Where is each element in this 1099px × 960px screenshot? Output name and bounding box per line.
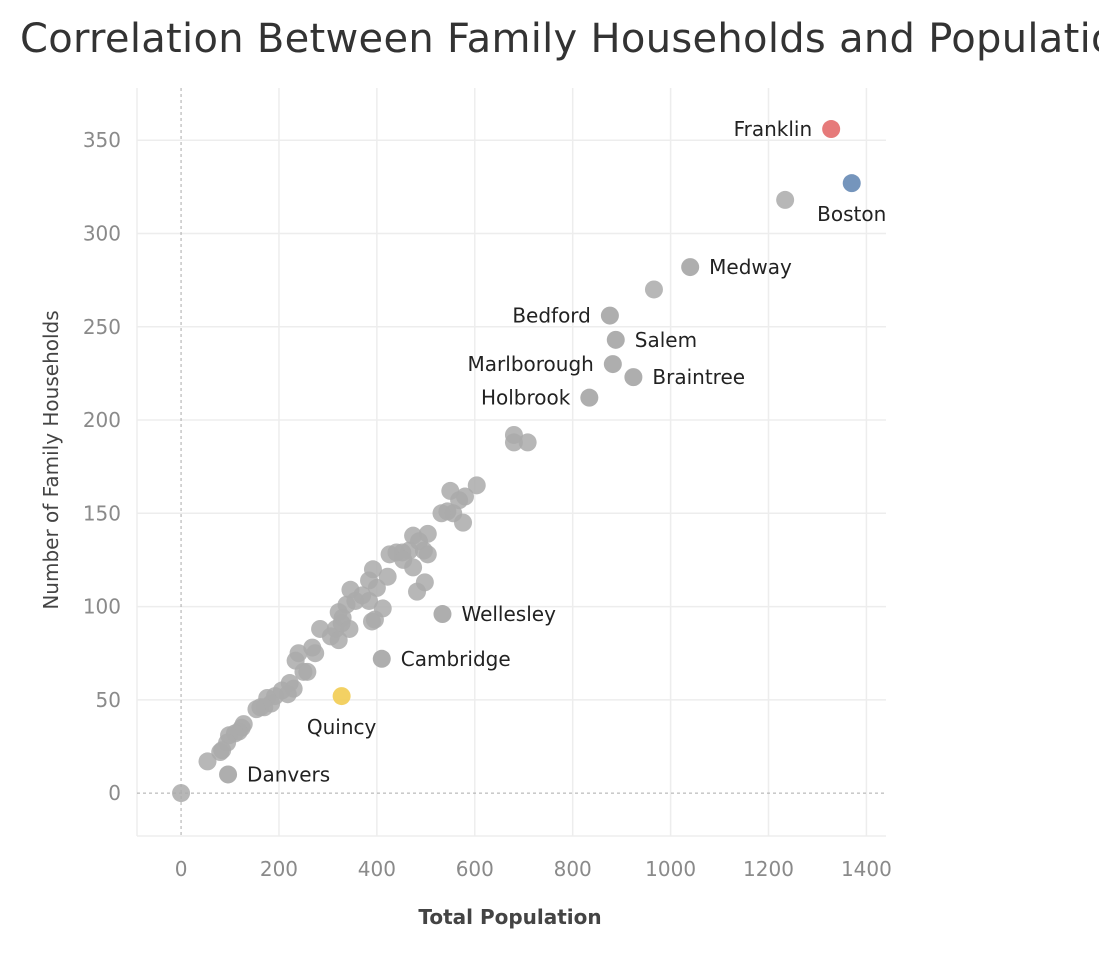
- point-label: Bedford: [512, 304, 591, 328]
- data-point-quincy: [332, 687, 351, 706]
- data-point: [329, 631, 348, 650]
- data-point: [504, 433, 523, 452]
- data-point: [211, 743, 230, 762]
- data-point: [432, 504, 451, 523]
- point-label: Medway: [709, 255, 792, 279]
- y-tick-label: 300: [83, 221, 121, 245]
- point-label: Cambridge: [401, 647, 511, 671]
- x-tick-label: 400: [358, 857, 396, 881]
- y-tick-label: 0: [108, 781, 121, 805]
- data-point-holbrook: [580, 388, 599, 407]
- data-point-wellesley: [433, 605, 452, 624]
- point-label: Holbrook: [481, 386, 571, 410]
- y-tick-label: 50: [96, 688, 121, 712]
- data-point: [365, 610, 384, 629]
- x-tick-label: 0: [175, 857, 188, 881]
- y-tick-label: 200: [83, 408, 121, 432]
- data-point: [518, 433, 537, 452]
- axis-layer: 0 200 400 600 800 1000 1200 1400 0 50 100 150 200 250…: [83, 88, 892, 881]
- point-label: Boston: [817, 202, 886, 226]
- data-point: [454, 513, 473, 532]
- data-point-salem: [606, 330, 625, 349]
- data-point: [198, 752, 217, 771]
- data-point-danvers: [219, 765, 238, 784]
- y-axis-title: Number of Family Households: [39, 310, 63, 609]
- data-point: [367, 578, 386, 597]
- x-tick-label: 600: [456, 857, 494, 881]
- data-point: [418, 545, 437, 564]
- data-point: [378, 567, 397, 586]
- data-point: [247, 700, 266, 719]
- point-label: Wellesley: [461, 602, 556, 626]
- data-point: [172, 784, 191, 803]
- data-point-boston: [842, 174, 861, 193]
- data-point: [644, 280, 663, 299]
- point-label: Braintree: [652, 365, 745, 389]
- point-label: Salem: [635, 328, 697, 352]
- data-point: [441, 481, 460, 500]
- data-point: [467, 476, 486, 495]
- data-point: [306, 644, 325, 663]
- point-label: Marlborough: [468, 352, 594, 376]
- data-point: [776, 190, 795, 209]
- y-tick-label: 100: [83, 595, 121, 619]
- data-point-medway: [681, 258, 700, 277]
- data-point: [380, 545, 399, 564]
- y-tick-label: 350: [83, 128, 121, 152]
- data-point: [408, 582, 427, 601]
- data-point: [340, 619, 359, 638]
- data-point: [394, 550, 413, 569]
- x-axis-title: Total Population: [418, 905, 601, 929]
- point-label: Danvers: [247, 762, 330, 786]
- y-tick-label: 250: [83, 315, 121, 339]
- x-tick-label: 800: [554, 857, 592, 881]
- point-label: Quincy: [307, 715, 377, 739]
- y-tick-label: 150: [83, 501, 121, 525]
- data-point-marlborough: [603, 355, 622, 374]
- data-point-cambridge: [372, 649, 391, 668]
- data-point: [298, 662, 317, 681]
- x-tick-label: 1400: [841, 857, 892, 881]
- x-tick-label: 200: [260, 857, 298, 881]
- label-layer: Franklin Boston Medway Bedford Salem Marlboro…: [247, 117, 886, 786]
- point-layer: [172, 120, 861, 803]
- data-point-franklin: [822, 120, 841, 139]
- x-tick-label: 1200: [743, 857, 794, 881]
- x-tick-label: 1000: [645, 857, 696, 881]
- data-point-bedford: [600, 306, 619, 325]
- chart-title: Correlation Between Family Households an…: [20, 16, 1099, 62]
- point-label: Franklin: [734, 117, 813, 141]
- data-point: [360, 591, 379, 610]
- data-point-braintree: [624, 368, 643, 387]
